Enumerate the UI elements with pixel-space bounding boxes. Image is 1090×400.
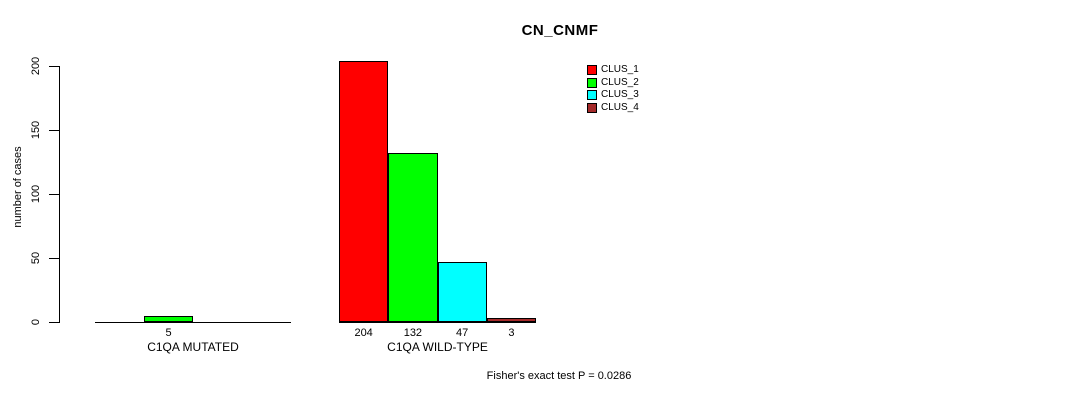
- x-axis-baseline: [339, 322, 536, 323]
- y-tick-label: 50: [30, 251, 42, 265]
- y-axis-line: [59, 66, 60, 323]
- bar-value-label: 132: [403, 327, 423, 339]
- legend-swatch-clus_2: [587, 77, 597, 88]
- y-tick-label: 0: [30, 318, 42, 326]
- legend-label: CLUS_2: [601, 76, 639, 88]
- legend-label: CLUS_3: [601, 89, 639, 100]
- bar-clus_2: [388, 153, 438, 322]
- bar-value-label: 47: [456, 327, 469, 339]
- y-tick-label: 100: [30, 184, 42, 204]
- y-tick-label: 200: [30, 56, 42, 76]
- y-tick: [49, 258, 59, 259]
- bar-clus_4: [486, 318, 536, 322]
- legend-item: CLUS_4: [587, 102, 639, 114]
- legend-label: CLUS_4: [601, 101, 639, 113]
- bar-clus_3: [437, 262, 487, 322]
- bar-value-label: 3: [508, 327, 515, 339]
- legend-item: CLUS_3: [587, 89, 639, 101]
- x-axis-baseline: [95, 322, 291, 323]
- x-group-label: C1QA WILD-TYPE: [387, 340, 488, 354]
- chart-title: CN_CNMF: [521, 22, 599, 39]
- y-tick: [49, 66, 59, 67]
- legend-label: CLUS_1: [601, 64, 639, 75]
- y-tick: [49, 194, 59, 195]
- fisher-test-annotation: Fisher's exact test P = 0.0286: [486, 370, 632, 382]
- y-tick-label: 150: [30, 120, 42, 140]
- legend-item: CLUS_1: [587, 64, 639, 76]
- y-tick: [49, 130, 59, 131]
- bar-clus_1: [339, 61, 389, 322]
- bar-value-label: 5: [165, 327, 172, 339]
- legend-item: CLUS_2: [587, 77, 639, 89]
- legend-swatch-clus_3: [587, 90, 597, 100]
- y-tick: [49, 322, 59, 323]
- legend-swatch-clus_1: [587, 65, 597, 75]
- bar-value-label: 204: [354, 327, 373, 339]
- y-axis-label: number of cases: [12, 146, 24, 228]
- x-group-label: C1QA MUTATED: [147, 340, 239, 354]
- legend-swatch-clus_4: [587, 102, 597, 113]
- bar-clus_2: [144, 316, 193, 322]
